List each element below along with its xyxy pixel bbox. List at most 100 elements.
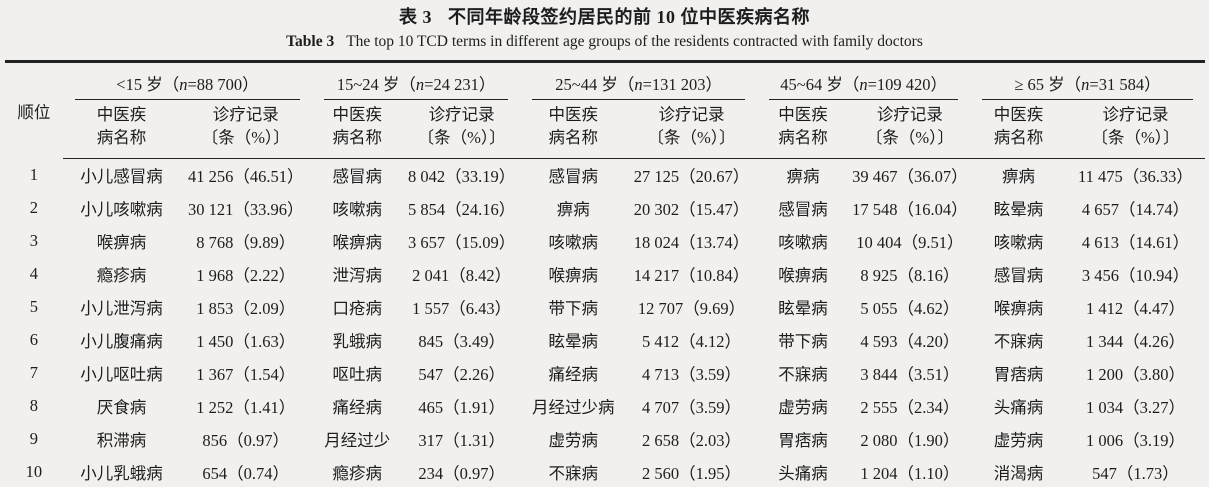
age-range-text: <15 岁（ xyxy=(116,75,180,94)
rank-cell: 7 xyxy=(29,363,39,383)
disease-name-cell: 不寐病 xyxy=(548,464,599,484)
disease-name-cell: 瘾疹病 xyxy=(96,266,147,286)
n-symbol: n xyxy=(634,75,643,94)
age-range-text: ≥ 65 岁（ xyxy=(1014,75,1082,94)
n-value-text: =131 203） xyxy=(642,75,723,94)
record-count-cell: 5 412（4.12） xyxy=(641,332,741,352)
table-number-zh: 表 3 xyxy=(399,7,432,27)
record-count-cell: 5 854（24.16） xyxy=(408,200,516,220)
n-symbol: n xyxy=(415,75,425,94)
disease-name-cell: 喉痹病 xyxy=(993,299,1044,319)
subheader-disease-name: 中医疾 病名称 xyxy=(970,100,1067,159)
subheader-disease-name: 中医疾 病名称 xyxy=(63,100,180,159)
rank-cell: 5 xyxy=(29,297,39,317)
table-row: 8 厌食病 1 252（1.41） 痛经病 465（1.91） 月经过少病 4 … xyxy=(5,390,1205,423)
record-count-cell: 845（3.49） xyxy=(418,332,505,352)
n-value-text: =88 700） xyxy=(187,75,259,94)
disease-name-cell: 感冒病 xyxy=(993,266,1044,286)
record-count-cell: 1 557（6.43） xyxy=(412,299,512,319)
n-value-text: =109 420） xyxy=(867,75,948,94)
subheader-line: 病名称 xyxy=(332,127,383,147)
disease-name-cell: 痹病 xyxy=(786,167,820,187)
disease-name-cell: 带下病 xyxy=(548,299,599,319)
record-count-cell: 17 548（16.04） xyxy=(852,200,968,220)
group-header-row: 顺位 <15 岁（n=88 700） 15~24 岁（n=24 231） 25~… xyxy=(5,62,1205,122)
record-count-cell: 1 853（2.09） xyxy=(196,299,296,319)
rank-cell: 10 xyxy=(25,462,43,482)
rank-column-header: 顺位 xyxy=(17,102,51,122)
disease-name-cell: 喉痹病 xyxy=(548,266,599,286)
age-group-label: ≥ 65 岁（n=31 584） xyxy=(982,67,1193,100)
record-count-cell: 2 658（2.03） xyxy=(641,431,741,451)
rank-cell: 4 xyxy=(29,264,39,284)
record-count-cell: 11 475（36.33） xyxy=(1078,167,1193,187)
record-count-cell: 1 204（1.10） xyxy=(860,464,960,484)
disease-name-cell: 积滞病 xyxy=(96,431,147,451)
disease-name-cell: 呕吐病 xyxy=(332,365,383,385)
disease-name-cell: 月经过少 xyxy=(324,431,391,451)
disease-name-cell: 胃痞病 xyxy=(778,431,828,451)
age-group-header-45-64: 45~64 岁（n=109 420） xyxy=(757,62,971,100)
disease-name-cell: 痹病 xyxy=(1001,167,1035,187)
table-row: 5 小儿泄泻病 1 853（2.09） 口疮病 1 557（6.43） 带下病 … xyxy=(5,291,1205,324)
age-range-text: 25~44 岁（ xyxy=(555,75,635,94)
record-count-cell: 1 344（4.26） xyxy=(1085,332,1185,352)
record-count-cell: 8 768（9.89） xyxy=(196,233,296,253)
record-count-cell: 1 200（3.80） xyxy=(1085,365,1185,385)
record-count-cell: 8 925（8.16） xyxy=(860,266,960,286)
subheader-row: 中医疾 病名称 诊疗记录 〔条（%）〕 中医疾 病名称 诊疗记录 〔条（%）〕 中医疾病… xyxy=(5,100,1205,159)
record-count-cell: 1 450（1.63） xyxy=(196,332,296,352)
record-count-cell: 465（1.91） xyxy=(418,398,505,418)
subheader-line: 中医疾 xyxy=(548,105,599,124)
record-count-cell: 1 412（4.47） xyxy=(1085,299,1185,319)
age-group-label: 15~24 岁（n=24 231） xyxy=(323,67,509,100)
subheader-line: 〔条（%）〕 xyxy=(647,127,736,147)
disease-name-cell: 小儿呕吐病 xyxy=(80,365,163,385)
record-count-cell: 4 613（14.61） xyxy=(1081,233,1190,253)
table-title-en-text: The top 10 TCD terms in different age gr… xyxy=(346,33,923,50)
subheader-line: 中医疾 xyxy=(993,105,1044,124)
age-group-header-under15: <15 岁（n=88 700） xyxy=(63,62,311,100)
disease-name-cell: 小儿乳蛾病 xyxy=(80,464,163,484)
table-row: 1 小儿感冒病 41 256（46.51） 感冒病 8 042（33.19） 感… xyxy=(5,158,1205,192)
record-count-cell: 5 055（4.62） xyxy=(860,299,960,319)
record-count-cell: 39 467（36.07） xyxy=(852,167,968,187)
subheader-line: 中医疾 xyxy=(96,105,147,124)
record-count-cell: 4 707（3.59） xyxy=(641,398,741,418)
record-count-cell: 654（0.74） xyxy=(202,464,289,484)
age-group-label: <15 岁（n=88 700） xyxy=(75,67,300,100)
n-symbol: n xyxy=(859,75,868,94)
table-row: 10 小儿乳蛾病 654（0.74） 瘾疹病 234（0.97） 不寐病 2 5… xyxy=(5,456,1205,487)
record-count-cell: 2 560（1.95） xyxy=(641,464,741,484)
record-count-cell: 234（0.97） xyxy=(418,464,505,484)
disease-name-cell: 眩晕病 xyxy=(993,200,1044,220)
disease-name-cell: 瘾疹病 xyxy=(332,464,383,484)
disease-name-cell: 不寐病 xyxy=(993,332,1044,352)
disease-name-cell: 虚劳病 xyxy=(778,398,828,418)
subheader-record-count: 诊疗记录 〔条（%）〕 xyxy=(402,100,521,159)
rank-cell: 3 xyxy=(29,231,39,251)
table-row: 7 小儿呕吐病 1 367（1.54） 呕吐病 547（2.26） 痛经病 4 … xyxy=(5,357,1205,390)
record-count-cell: 4 657（14.74） xyxy=(1081,200,1190,220)
disease-name-cell: 小儿感冒病 xyxy=(80,167,163,187)
record-count-cell: 1 006（3.19） xyxy=(1085,431,1185,451)
record-count-cell: 27 125（20.67） xyxy=(633,167,750,187)
tcd-terms-table: 顺位 <15 岁（n=88 700） 15~24 岁（n=24 231） 25~… xyxy=(4,60,1205,487)
subheader-record-count: 诊疗记录 〔条（%）〕 xyxy=(849,100,971,159)
n-value-text: =31 584） xyxy=(1089,75,1161,94)
subheader-line: 诊疗记录 xyxy=(1102,105,1169,124)
disease-name-cell: 咳嗽病 xyxy=(548,233,599,253)
subheader-line: 中医疾 xyxy=(332,105,383,124)
rank-cell: 2 xyxy=(29,198,39,218)
record-count-cell: 2 080（1.90） xyxy=(860,431,960,451)
disease-name-cell: 喉痹病 xyxy=(332,233,383,253)
subheader-line: 病名称 xyxy=(778,127,828,147)
subheader-line: 病名称 xyxy=(993,127,1044,147)
disease-name-cell: 感冒病 xyxy=(548,167,599,187)
disease-name-cell: 月经过少病 xyxy=(532,398,615,418)
disease-name-cell: 小儿泄泻病 xyxy=(80,299,163,319)
disease-name-cell: 痛经病 xyxy=(332,398,383,418)
table-title-zh-text: 不同年龄段签约居民的前 10 位中医疾病名称 xyxy=(448,7,810,27)
age-group-header-25-44: 25~44 岁（n=131 203） xyxy=(520,62,756,100)
disease-name-cell: 泄泻病 xyxy=(332,266,383,286)
